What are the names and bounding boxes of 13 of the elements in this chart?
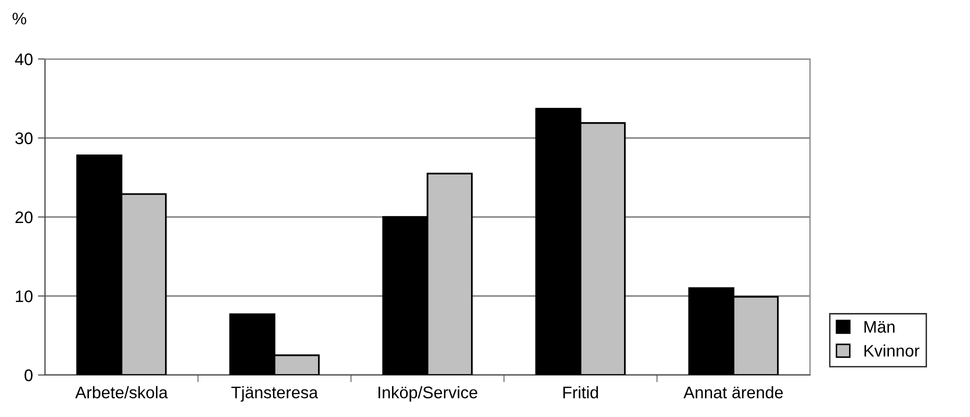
x-tick-label: Tjänsteresa	[231, 386, 318, 402]
y-tick-label: 20	[15, 211, 33, 224]
y-tick-label: 30	[15, 132, 33, 144]
legend-label: Kvinnor	[864, 344, 920, 357]
y-tick-label: 10	[16, 290, 33, 302]
x-tick-label: Annat ärende	[683, 386, 783, 398]
x-tick-label: Fritid	[563, 386, 598, 398]
legend-label: Män	[864, 321, 894, 333]
x-tick-label: Inköp/Service	[378, 386, 478, 402]
y-tick-label: 40	[15, 53, 33, 66]
y-axis-title: %	[12, 12, 26, 24]
y-tick-label: 0	[24, 369, 33, 382]
x-tick-label: Arbete/skola	[75, 386, 168, 398]
